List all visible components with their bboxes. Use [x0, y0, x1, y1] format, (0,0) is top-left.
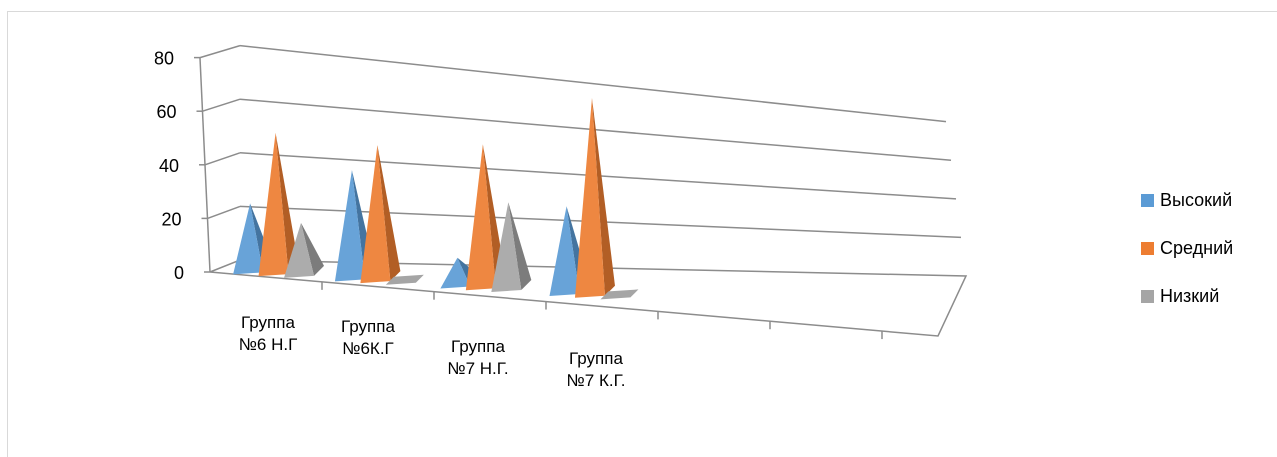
pyramid-Низкий — [284, 222, 325, 278]
y-tick-label: 40 — [159, 156, 179, 176]
legend-swatch — [1141, 289, 1154, 303]
legend-item: Средний — [1141, 224, 1271, 272]
front-face — [334, 170, 365, 282]
flat-face — [600, 289, 639, 300]
x-tick-label: Группа — [451, 337, 505, 356]
front-face — [491, 202, 522, 292]
front-face — [233, 203, 264, 275]
x-axis: Группа №6 Н.Г Группа №6К.Г Группа №7 Н.Г. Груп… — [239, 281, 883, 390]
x-tick-label: №6К.Г — [342, 339, 394, 358]
front-face — [465, 144, 496, 291]
front-face — [258, 132, 289, 277]
pyramid-Низкий — [385, 274, 424, 285]
front-face — [284, 222, 315, 278]
front-face — [549, 206, 580, 296]
gridline-side — [204, 152, 241, 166]
side-face — [508, 202, 532, 290]
gridline-side — [199, 44, 241, 59]
y-tick-label: 60 — [156, 102, 176, 122]
legend-swatch — [1141, 241, 1154, 255]
y-tick-label: 20 — [161, 209, 181, 229]
x-tick-label: №7 К.Г. — [567, 371, 626, 390]
side-face — [301, 222, 325, 276]
x-tick-label: №7 Н.Г. — [447, 359, 508, 378]
gridlines — [199, 44, 962, 239]
legend-swatch — [1141, 193, 1154, 207]
y-tick-label: 0 — [174, 263, 184, 283]
pyramid-Низкий — [491, 202, 532, 292]
pyramid-Средний — [360, 145, 401, 284]
x-tick-label: Группа — [241, 313, 295, 332]
chart-area — [7, 11, 1277, 457]
legend-item: Низкий — [1141, 272, 1271, 320]
side-face — [275, 132, 299, 275]
y-axis: 0 20 40 60 80 — [154, 49, 210, 283]
gridline-side — [207, 205, 241, 220]
x-tick-label: Группа — [569, 349, 623, 368]
legend: Высокий Средний Низкий — [1141, 176, 1271, 320]
pyramid-Низкий — [600, 289, 639, 300]
floor-outline — [209, 259, 968, 337]
chart-floor — [209, 259, 968, 337]
flat-face — [385, 274, 424, 285]
legend-item: Высокий — [1141, 176, 1271, 224]
front-face — [440, 257, 471, 289]
side-face — [591, 98, 615, 296]
front-face — [360, 145, 391, 284]
pyramid-Средний — [258, 132, 299, 277]
legend-label: Средний — [1160, 237, 1234, 258]
side-face — [377, 145, 401, 282]
gridline-side — [202, 98, 241, 112]
legend-label: Высокий — [1160, 189, 1233, 210]
x-tick-label: Группа — [341, 317, 395, 336]
y-tick-label: 80 — [154, 49, 174, 69]
front-face — [574, 98, 605, 298]
legend-label: Низкий — [1160, 285, 1220, 306]
series-marks — [233, 98, 639, 300]
pyramid-Средний — [574, 98, 615, 298]
x-tick-label: №6 Н.Г — [239, 335, 298, 354]
gridline — [239, 44, 947, 123]
